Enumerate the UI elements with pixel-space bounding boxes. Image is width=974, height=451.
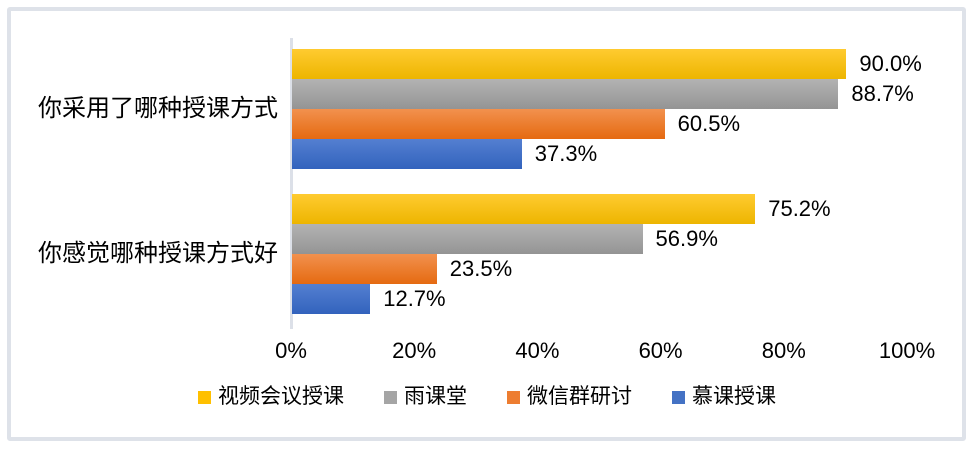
data-label-mooc-teaching-cat2: 12.7% — [383, 286, 446, 311]
bar-rain-classroom-cat1 — [292, 79, 839, 109]
legend-label-wechat-group-discussion: 微信群研讨 — [527, 385, 632, 408]
legend-label-mooc-teaching: 慕课授课 — [692, 385, 776, 408]
bar-video-conference-teaching-cat2 — [292, 194, 756, 224]
legend-item-rain-classroom: 雨课堂 — [384, 384, 467, 410]
data-label-video-conference-teaching-cat2: 75.2% — [768, 196, 831, 221]
x-axis-tick-100pct: 100% — [878, 338, 936, 363]
bar-mooc-teaching-cat1 — [292, 139, 522, 169]
x-axis-tick-60pct: 60% — [638, 338, 683, 363]
data-label-rain-classroom-cat2: 56.9% — [655, 226, 718, 251]
data-label-wechat-group-discussion-cat1: 60.5% — [677, 111, 741, 136]
y-axis-line — [290, 38, 293, 329]
legend-swatch-wechat-group-discussion — [507, 390, 520, 404]
x-axis-tick-0pct: 0% — [275, 338, 307, 363]
bar-video-conference-teaching-cat1 — [292, 49, 847, 79]
category-label-1: 你采用了哪种授课方式 — [38, 95, 278, 122]
x-axis-tick-80pct: 80% — [761, 338, 806, 363]
data-label-mooc-teaching-cat1: 37.3% — [534, 141, 598, 166]
data-label-rain-classroom-cat1: 88.7% — [851, 81, 914, 106]
legend-swatch-rain-classroom — [384, 390, 397, 404]
bar-wechat-group-discussion-cat1 — [292, 109, 665, 139]
bar-wechat-group-discussion-cat2 — [292, 254, 437, 284]
bar-rain-classroom-cat2 — [292, 224, 643, 254]
category-label-2: 你感觉哪种授课方式好 — [38, 240, 278, 267]
bar-mooc-teaching-cat2 — [292, 284, 371, 314]
legend-label-rain-classroom: 雨课堂 — [404, 385, 467, 408]
legend-item-video-conference-teaching: 视频会议授课 — [198, 384, 344, 410]
x-axis-tick-20pct: 20% — [392, 338, 437, 363]
data-label-wechat-group-discussion-cat2: 23.5% — [449, 256, 513, 281]
legend-swatch-mooc-teaching — [672, 390, 685, 404]
legend: 视频会议授课 雨课堂 微信群研讨 慕课授课 — [0, 383, 974, 411]
data-label-video-conference-teaching-cat1: 90.0% — [859, 51, 922, 76]
x-axis-tick-40pct: 40% — [515, 338, 560, 363]
legend-swatch-video-conference-teaching — [198, 390, 211, 404]
legend-item-mooc-teaching: 慕课授课 — [672, 384, 776, 410]
legend-label-video-conference-teaching: 视频会议授课 — [218, 385, 344, 408]
legend-item-wechat-group-discussion: 微信群研讨 — [507, 384, 632, 410]
